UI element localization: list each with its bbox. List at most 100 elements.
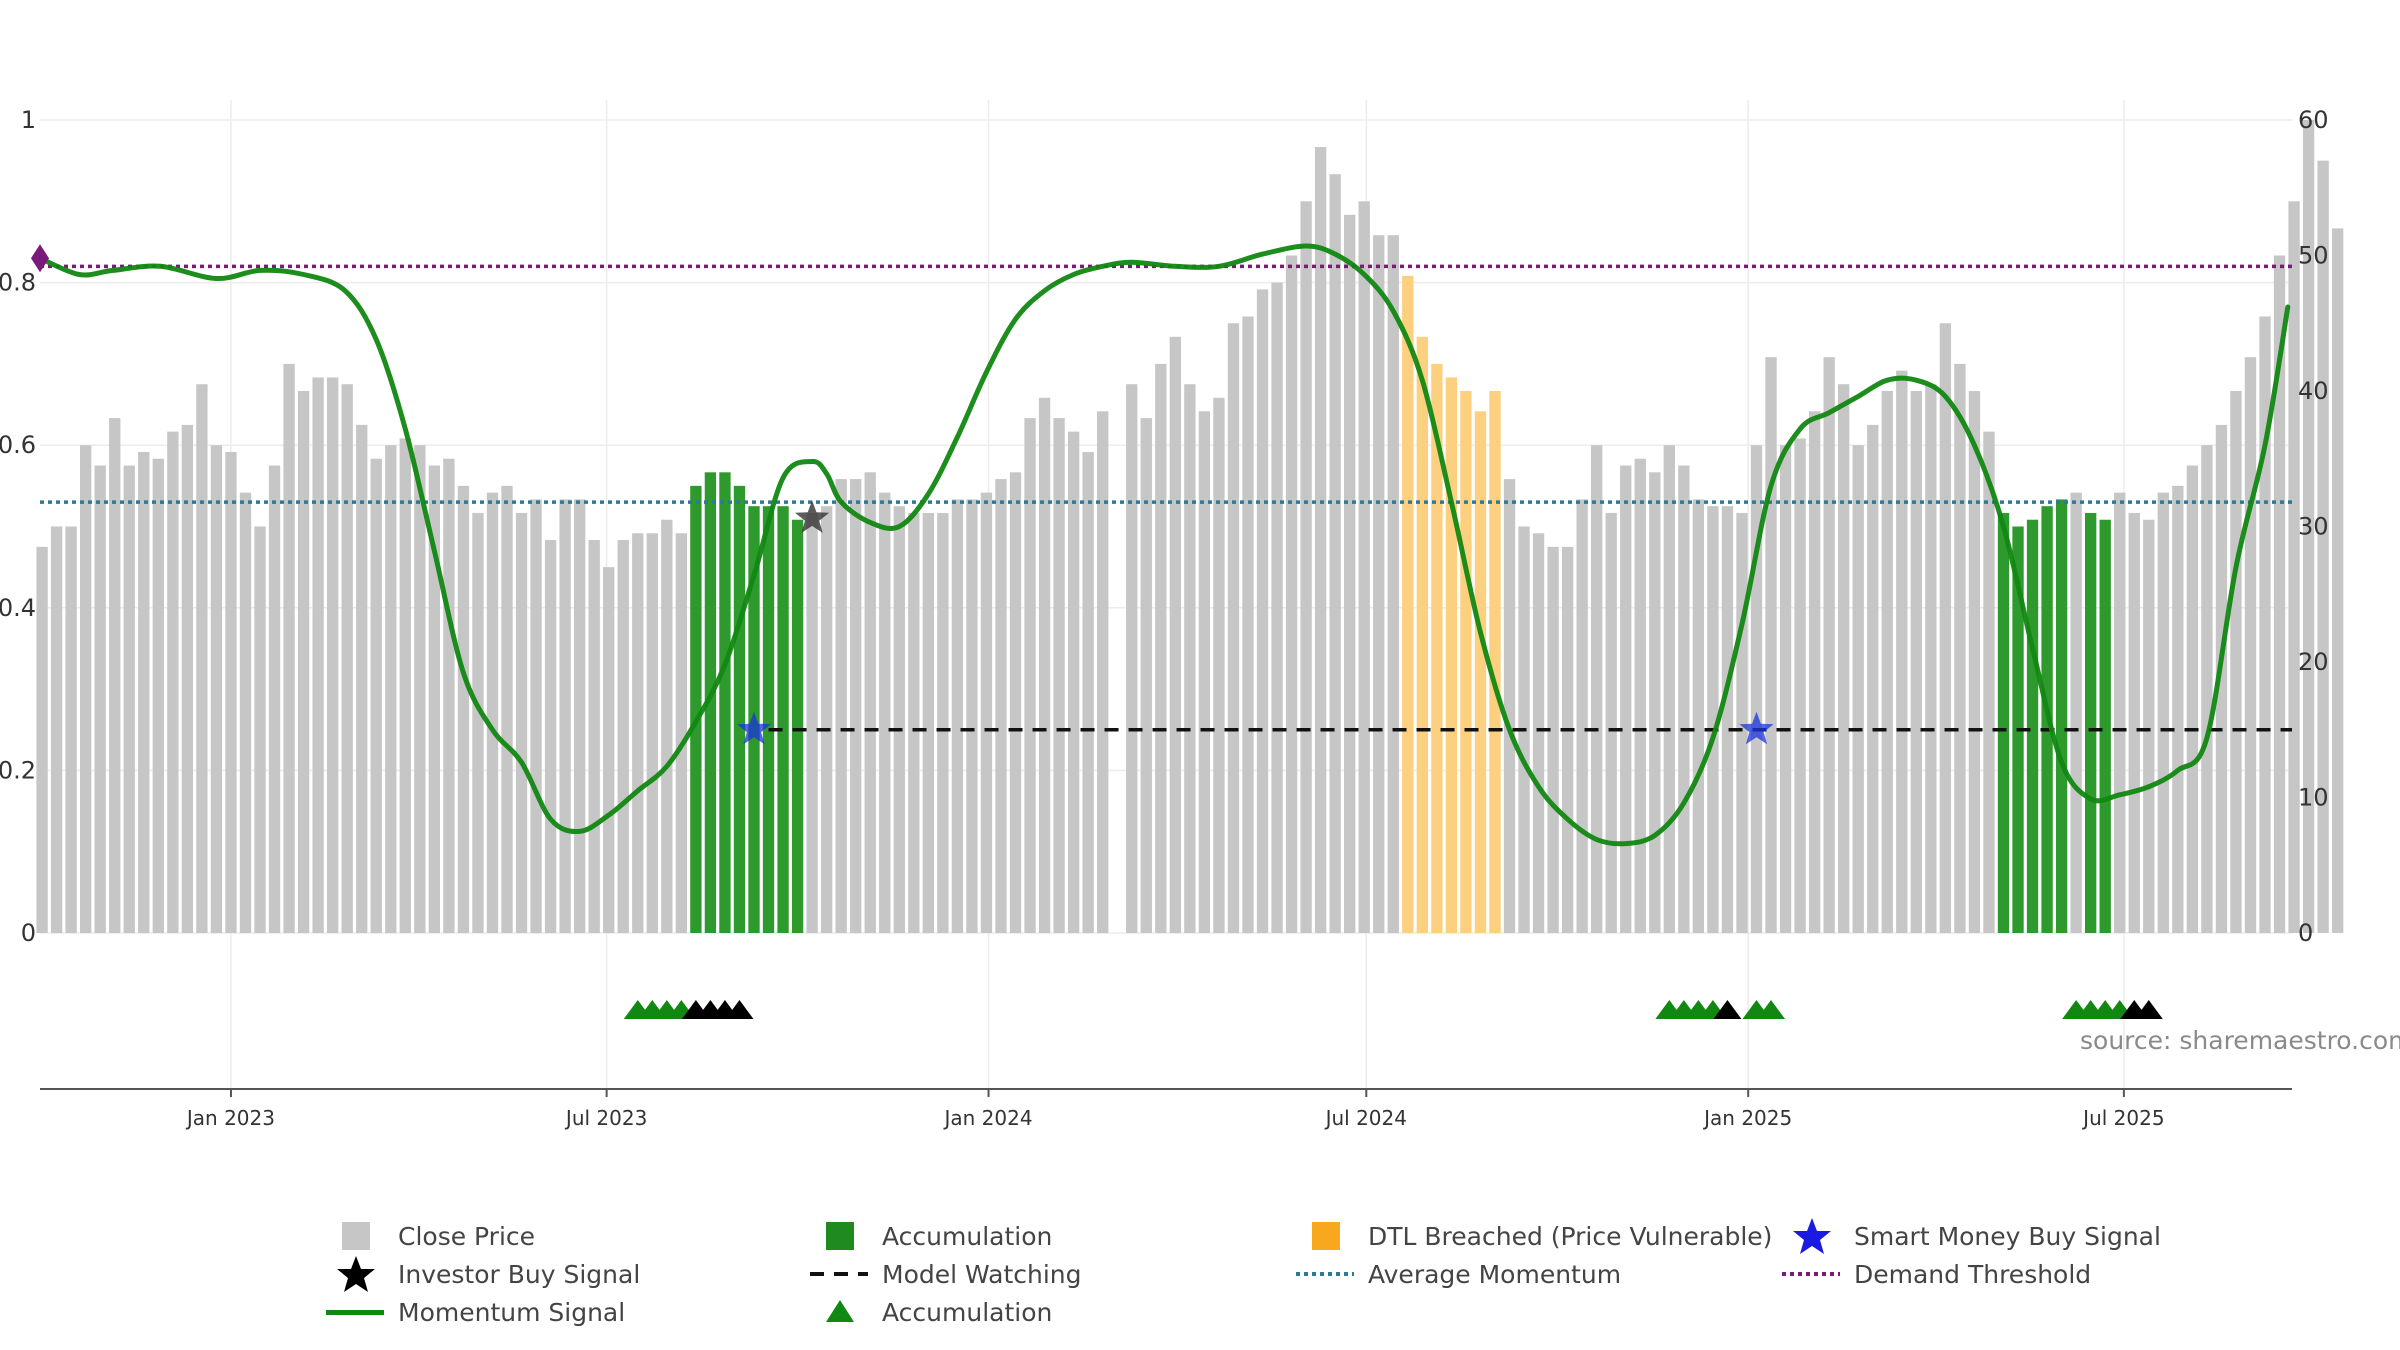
close-price-bar (1314, 147, 1327, 934)
close-price-bar (181, 424, 194, 933)
close-price-bar (1547, 546, 1559, 933)
accumulation-bar (733, 485, 746, 933)
close-price-bar (646, 533, 658, 933)
close-price-bar (2215, 424, 2228, 933)
close-price-bar (1227, 323, 1240, 933)
close-price-bar (1925, 384, 1937, 934)
close-price-bar (922, 512, 935, 933)
close-price-bar (2172, 485, 2184, 933)
close-price-bar (1576, 499, 1588, 933)
y-right-tick-label: 40 (2298, 377, 2329, 405)
close-price-bar (414, 445, 426, 933)
close-price-bar (2201, 445, 2213, 933)
close-price-bar (995, 479, 1007, 933)
y-left-tick-label: 0.4 (0, 594, 36, 622)
close-price-bar (1344, 214, 1356, 934)
investor-buy-star (795, 500, 830, 533)
close-price-bar (356, 424, 368, 933)
close-price-bar (210, 445, 223, 933)
close-price-bar (268, 465, 281, 933)
y-right-tick-label: 60 (2298, 106, 2329, 134)
close-price-bar (1213, 397, 1225, 933)
close-price-bar (167, 431, 179, 933)
signal-markers (31, 244, 2163, 1019)
close-price-bar (544, 540, 557, 933)
close-price-bar (36, 546, 48, 933)
close-price-bar (283, 363, 295, 933)
dtl-bar (1489, 391, 1501, 933)
close-price-bar (1649, 472, 1661, 933)
close-price-bar (559, 499, 571, 933)
dtl-bar (1474, 411, 1487, 933)
close-price-bar (94, 465, 106, 933)
dtl-bar (1431, 363, 1443, 933)
close-price-bar (1692, 499, 1705, 933)
accumulation-triangle (725, 1000, 754, 1019)
close-price-bar (1605, 512, 1617, 933)
close-price-bar (1169, 336, 1182, 933)
source-credit: source: sharemaestro.com (2080, 1026, 2400, 1055)
x-tick-label: Jan 2024 (942, 1106, 1032, 1130)
y-right-tick-label: 0 (2298, 919, 2313, 947)
axes: Jan 2023 Jul 2023 Jan 2024 Jul 2024 Jan 2025… (0, 106, 2329, 1130)
close-price-bar (1954, 363, 1966, 933)
close-price-bar (530, 499, 542, 933)
close-price-bar (515, 512, 528, 933)
close-price-bar (1634, 458, 1646, 933)
close-price-bar (1707, 506, 1719, 933)
close-price-bar (196, 384, 208, 934)
accumulation-bar (719, 472, 731, 933)
close-price-bar (1285, 255, 1298, 933)
close-price-bar (385, 445, 397, 933)
y-left-tick-label: 1 (21, 106, 36, 134)
close-price-bar (1823, 357, 1835, 933)
close-price-bar (2331, 228, 2344, 933)
y-left-tick-label: 0.2 (0, 756, 36, 784)
x-tick-label: Jan 2023 (185, 1106, 275, 1130)
close-price-bar (1358, 201, 1370, 934)
close-price-bar (1983, 431, 1995, 933)
close-price-bar (1184, 384, 1196, 934)
close-price-bar (326, 377, 339, 933)
dtl-bar (1445, 377, 1458, 933)
close-price-bar (980, 492, 993, 933)
close-price-bar (1503, 479, 1516, 933)
close-price-bar (850, 479, 862, 933)
close-price-bar (1126, 384, 1138, 934)
close-price-bar (123, 465, 135, 933)
close-price-bar (1910, 391, 1922, 933)
close-price-bar (951, 499, 964, 933)
close-price-bar (1852, 445, 1864, 933)
close-price-bar (341, 384, 353, 934)
close-price-bar (1663, 445, 1675, 933)
close-price-bar (588, 540, 600, 933)
close-price-bar (1968, 391, 1981, 933)
accumulation-bar (777, 506, 789, 933)
close-price-bar (864, 472, 876, 933)
close-price-bar (1082, 451, 1094, 933)
close-price-bar (573, 499, 586, 933)
close-price-bar (1736, 512, 1748, 933)
close-price-bar (1024, 418, 1036, 934)
x-tick-label: Jul 2023 (564, 1106, 647, 1130)
accumulation-bar (1997, 512, 2010, 933)
close-price-bar (472, 512, 484, 933)
accumulation-triangle (1757, 1000, 1786, 1019)
x-tick-label: Jul 2024 (1324, 1106, 1407, 1130)
close-price-bar (1271, 282, 1283, 934)
accumulation-bar (2055, 499, 2068, 933)
close-price-bar (1808, 411, 1821, 933)
close-price-bar (79, 445, 92, 933)
close-price-bar (501, 485, 513, 933)
close-price-bar (428, 465, 441, 933)
close-price-bar (908, 512, 920, 933)
y-right-tick-label: 30 (2298, 513, 2329, 541)
close-price-bar (399, 438, 411, 933)
close-price-bar (2288, 201, 2300, 934)
close-price-bar (632, 533, 644, 933)
dtl-bar (1402, 275, 1414, 933)
close-price-bar (1794, 438, 1806, 933)
y-left-tick-label: 0.8 (0, 269, 36, 297)
y-left-tick-label: 0.6 (0, 431, 36, 459)
